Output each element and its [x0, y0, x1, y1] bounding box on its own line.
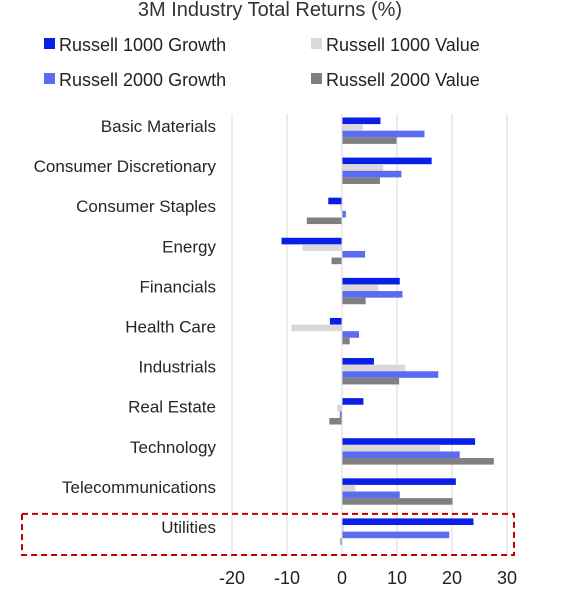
bar — [342, 491, 400, 499]
legend-label: Russell 1000 Growth — [59, 35, 226, 55]
bar — [329, 417, 342, 425]
bar — [291, 324, 342, 332]
bar — [342, 164, 384, 171]
category-labels: Basic Materials Consumer Discretionary Con… — [34, 117, 217, 537]
category-label: Health Care — [125, 318, 216, 337]
bar — [342, 284, 379, 292]
bar — [342, 331, 360, 338]
legend-swatch — [44, 38, 55, 49]
bar — [342, 458, 494, 465]
bar — [342, 117, 381, 125]
tick-label: -10 — [274, 568, 300, 588]
bar — [342, 157, 432, 165]
bar — [342, 451, 460, 459]
bar — [342, 438, 476, 445]
legend-swatch — [311, 38, 322, 49]
tick-label: 30 — [497, 568, 517, 588]
legend: Russell 1000 Growth Russell 1000 Value R… — [44, 35, 480, 90]
tick-labels: -20 -10 0 10 20 30 — [219, 568, 517, 588]
bar — [342, 364, 406, 372]
bar — [329, 317, 342, 325]
bar — [339, 411, 342, 418]
bar — [337, 404, 342, 412]
category-label: Basic Materials — [101, 117, 216, 136]
bar — [342, 210, 346, 218]
bar — [331, 257, 342, 265]
bar — [342, 478, 456, 485]
bars — [281, 117, 494, 545]
legend-swatch — [44, 73, 55, 84]
bar — [342, 525, 344, 532]
bar — [342, 358, 374, 365]
legend-label: Russell 1000 Value — [326, 35, 480, 55]
bar — [340, 538, 342, 545]
bar — [342, 371, 439, 378]
bar — [342, 250, 366, 258]
highlight-box — [21, 512, 515, 557]
bar — [342, 124, 363, 131]
tick-label: 0 — [337, 568, 347, 588]
bar — [302, 244, 342, 251]
legend-item-russell-2000-value: Russell 2000 Value — [311, 70, 480, 90]
bar — [342, 170, 402, 178]
chart-title: 3M Industry Total Returns (%) — [138, 0, 402, 21]
bar — [342, 130, 425, 138]
legend-item-russell-2000-growth: Russell 2000 Growth — [44, 70, 226, 90]
bar — [342, 337, 350, 345]
category-label: Utilities — [161, 518, 216, 537]
bar — [328, 197, 342, 205]
bar — [342, 518, 474, 526]
bar — [342, 291, 403, 298]
bar — [342, 531, 450, 539]
legend-swatch — [311, 73, 322, 84]
bar — [342, 398, 364, 405]
bar — [342, 177, 380, 184]
bar — [342, 377, 400, 385]
category-label: Consumer Discretionary — [34, 157, 217, 176]
bar — [281, 237, 342, 245]
category-label: Real Estate — [128, 398, 216, 417]
category-label: Telecommunications — [62, 478, 216, 497]
bar — [306, 217, 342, 225]
bar — [342, 484, 356, 492]
category-label: Consumer Staples — [76, 197, 216, 216]
tick-label: -20 — [219, 568, 245, 588]
legend-label: Russell 2000 Value — [326, 70, 480, 90]
bar — [340, 204, 342, 211]
tick-label: 10 — [387, 568, 407, 588]
legend-label: Russell 2000 Growth — [59, 70, 226, 90]
legend-item-russell-1000-value: Russell 1000 Value — [311, 35, 480, 55]
bar — [342, 444, 440, 452]
bar — [342, 498, 453, 505]
highlight-rect — [21, 512, 515, 557]
category-label: Industrials — [139, 358, 216, 377]
bar — [342, 137, 397, 144]
category-label: Energy — [162, 237, 216, 256]
bar — [342, 297, 366, 305]
bar — [342, 277, 400, 285]
tick-label: 20 — [442, 568, 462, 588]
category-label: Financials — [139, 277, 216, 296]
legend-item-russell-1000-growth: Russell 1000 Growth — [44, 35, 226, 55]
category-label: Technology — [130, 438, 217, 457]
